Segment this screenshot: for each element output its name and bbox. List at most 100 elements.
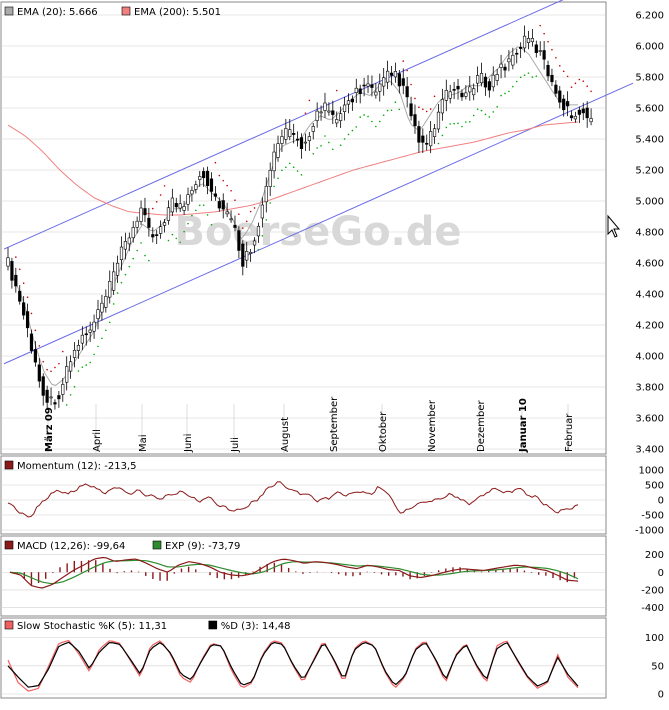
psar-dot [386,109,389,112]
macd-y-axis: 200 0 -200 -400 [641,550,664,614]
psar-dot [457,122,459,125]
psar-dot [128,265,131,268]
psar-dot [58,362,60,365]
psar-dot [249,210,252,213]
candle-body [241,243,245,267]
momentum-line [7,481,579,518]
candle-body [315,110,319,121]
candle-body [577,109,581,115]
psar-dot [367,115,369,118]
candle-body [147,217,151,228]
candle-body [213,193,218,197]
psar-dot [179,241,181,244]
psar-dot [30,312,33,315]
psar-dot [151,207,154,210]
x-tick-label: September [329,396,340,452]
y-tick-label: 4.400 [635,290,664,301]
y-tick-label: 0 [658,568,664,579]
candle-body [366,83,370,87]
psar-dot [500,94,502,97]
candle-body [292,132,296,135]
psar-dot [198,204,201,207]
psar-dot [304,112,307,114]
candle-body [362,84,366,87]
psar-dot [163,185,166,187]
momentum-grid [1,469,606,531]
candle-body [538,50,542,52]
psar-dot [253,207,256,209]
psar-dot [148,259,150,262]
psar-dot [116,292,119,294]
candle-body [530,38,534,43]
candle-body [186,194,190,205]
legend-label: EMA (200): 5.501 [134,7,221,18]
candle-body [205,170,210,187]
psar-dot [81,366,84,368]
candlesticks [6,25,593,410]
psar-dot [132,257,135,260]
psar-dot [222,179,225,182]
psar-dot [492,111,495,113]
legend-swatch [152,540,162,550]
candle-body [209,178,214,192]
candle-body [311,126,315,132]
psar-dot [238,213,240,215]
stochastic-y-axis: 100 50 0 [645,633,664,700]
legend-label: Momentum (12): -213,5 [17,461,136,472]
psar-dot [433,95,436,98]
candle-body [475,75,480,84]
psar-dot [136,249,138,252]
psar-dot [410,83,412,86]
y-tick-label: 5.400 [635,135,664,146]
y-tick-label: -400 [641,603,664,614]
psar-dot [453,122,455,125]
candle-body [123,241,127,250]
candle-body [440,99,444,114]
candle-body [397,73,401,87]
candle-body [272,151,276,172]
psar-dot [332,148,334,151]
psar-dot [574,82,577,85]
psar-dot [54,366,56,369]
candle-body [155,234,159,236]
candle-body [14,274,18,287]
candle-body [260,204,264,219]
psar-dot [22,282,25,285]
psar-dot [398,108,401,111]
candle-body [350,98,354,103]
psar-dot [547,40,549,43]
candle-body [72,349,77,358]
psar-dot [206,214,209,216]
channel-line [3,0,564,250]
x-tick-label: Juni [183,434,194,453]
candle-body [174,203,178,208]
psar-dot [18,268,21,271]
psar-dot [281,169,283,172]
candle-body [217,201,221,209]
stochastic-panel: 100 50 0 Slow Stochastic %K (5): 11,31 %D (… [0,617,664,701]
psar-dot [73,386,76,388]
momentum-panel: 1000 500 0 -500 -1000 Momentum (12): -213,5 [0,455,664,537]
psar-dot [402,60,405,62]
psar-dot [335,89,338,92]
candle-body [550,74,554,83]
psar-dot [191,214,193,217]
psar-dot [363,114,365,116]
y-tick-label: 0 [658,690,664,701]
candle-body [295,138,300,141]
candle-body [542,50,546,60]
psar-dot [422,108,424,111]
candle-body [456,85,460,90]
candle-body [84,333,88,336]
candle-body [22,302,26,316]
psar-dot [85,364,88,366]
candle-body [225,211,229,215]
psar-dot [292,166,295,168]
macd-plot-area [0,535,607,617]
psar-dot [296,170,299,172]
candle-body [53,402,57,405]
macd-panel: 200 0 -200 -400 MACD (12,26): -99,64 EXP (9)… [0,535,664,617]
candle-body [249,251,253,254]
candle-body [10,261,14,281]
psar-dot [535,75,538,77]
